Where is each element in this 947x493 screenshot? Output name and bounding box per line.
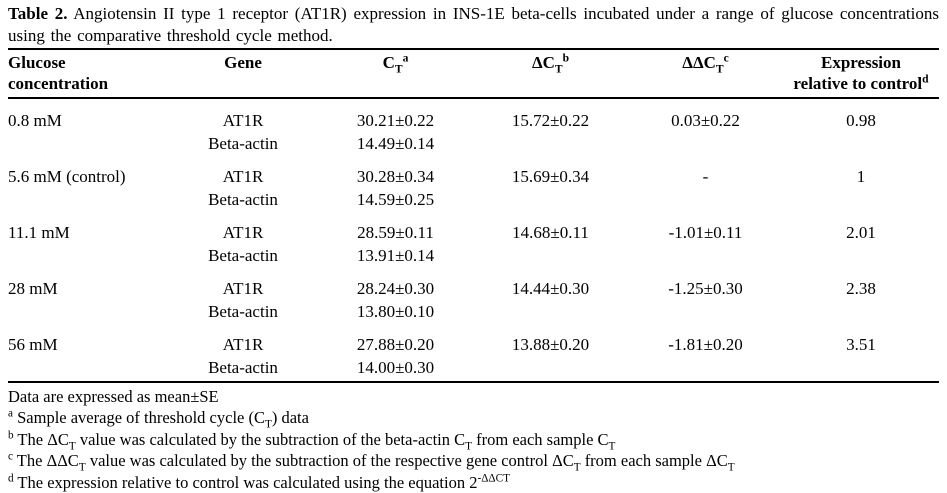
expression-cell: 0.98	[846, 111, 876, 130]
table-body: 0.8 mM AT1R 30.21±0.22 15.72±0.22 0.03±0…	[8, 98, 939, 382]
gene-cell: AT1R	[222, 111, 264, 130]
expression-cell	[783, 356, 939, 382]
table-row: 0.8 mM AT1R 30.21±0.22 15.72±0.22 0.03±0…	[8, 98, 939, 132]
delta-delta-ct-cell: -	[702, 167, 709, 186]
glucose-cell	[8, 132, 168, 155]
table-row: Beta-actin 13.91±0.14	[8, 244, 939, 267]
table-footnotes: Data are expressed as mean±SE a Sample a…	[8, 386, 939, 493]
delta-ct-cell	[473, 132, 628, 155]
footnote-c: c The ΔΔCT value was calculated by the s…	[8, 450, 735, 474]
gene-cell: Beta-actin	[208, 134, 278, 153]
glucose-cell: 56 mM	[8, 335, 58, 354]
expression-cell	[783, 300, 939, 323]
table-row: 5.6 mM (control) AT1R 30.28±0.34 15.69±0…	[8, 155, 939, 188]
delta-ct-cell	[473, 244, 628, 267]
table-row: Beta-actin 14.59±0.25	[8, 188, 939, 211]
expression-cell	[783, 244, 939, 267]
delta-delta-ct-cell: -1.81±0.20	[668, 335, 743, 354]
ct-cell: 30.21±0.22	[356, 111, 435, 130]
expression-cell: 1	[856, 167, 866, 186]
expression-cell	[783, 132, 939, 155]
gene-cell: AT1R	[222, 223, 264, 242]
table-caption: Table 2. Angiotensin II type 1 receptor …	[8, 3, 939, 46]
table-row: Beta-actin 14.49±0.14	[8, 132, 939, 155]
delta-ct-cell: 15.69±0.34	[511, 167, 590, 186]
delta-ct-cell	[473, 300, 628, 323]
ct-cell: 13.80±0.10	[356, 302, 435, 321]
glucose-cell	[8, 188, 168, 211]
gene-cell: Beta-actin	[208, 246, 278, 265]
delta-ct-cell: 14.68±0.11	[512, 223, 589, 242]
expression-cell	[783, 188, 939, 211]
table-row: 11.1 mM AT1R 28.59±0.11 14.68±0.11 -1.01…	[8, 211, 939, 244]
glucose-cell: 0.8 mM	[8, 111, 62, 130]
table-row: 28 mM AT1R 28.24±0.30 14.44±0.30 -1.25±0…	[8, 267, 939, 300]
delta-delta-ct-cell: 0.03±0.22	[671, 111, 740, 130]
glucose-cell	[8, 300, 168, 323]
footnote-a: a Sample average of threshold cycle (CT)…	[8, 407, 309, 431]
gene-cell: AT1R	[222, 335, 264, 354]
delta-ct-cell	[473, 188, 628, 211]
table-row: 56 mM AT1R 27.88±0.20 13.88±0.20 -1.81±0…	[8, 323, 939, 356]
glucose-cell	[8, 356, 168, 382]
column-header-gene: Gene	[168, 49, 318, 99]
expression-cell: 2.01	[846, 223, 876, 242]
column-header-delta-ct: ΔCTb	[473, 49, 628, 99]
footnote-mean-se: Data are expressed as mean±SE	[8, 387, 219, 406]
footnote-d: d The expression relative to control was…	[8, 472, 510, 492]
gene-cell: Beta-actin	[208, 302, 278, 321]
column-header-expression-line1: Expression	[821, 53, 901, 72]
column-header-expression: Expression relative to controld	[783, 49, 939, 99]
gene-cell: Beta-actin	[208, 190, 278, 209]
column-header-delta-delta-ct: ΔΔCTc	[628, 49, 783, 99]
delta-delta-ct-cell: -1.25±0.30	[668, 279, 743, 298]
header-row: Glucose concentration Gene CTa ΔCTb ΔΔCT…	[8, 49, 939, 99]
table-caption-text: Angiotensin II type 1 receptor (AT1R) ex…	[8, 4, 939, 45]
glucose-cell: 5.6 mM (control)	[8, 167, 126, 186]
ct-cell: 14.49±0.14	[356, 134, 435, 153]
delta-delta-ct-cell	[628, 356, 783, 382]
column-header-ct: CTa	[318, 49, 473, 99]
ct-cell: 14.59±0.25	[356, 190, 435, 209]
glucose-cell	[8, 244, 168, 267]
ct-cell: 14.00±0.30	[356, 358, 435, 377]
table-row: Beta-actin 13.80±0.10	[8, 300, 939, 323]
table-caption-label: Table 2.	[8, 4, 68, 23]
ct-cell: 13.91±0.14	[356, 246, 435, 265]
gene-cell: AT1R	[222, 167, 264, 186]
glucose-cell: 11.1 mM	[8, 223, 70, 242]
ct-cell: 27.88±0.20	[356, 335, 435, 354]
data-table: Glucose concentration Gene CTa ΔCTb ΔΔCT…	[8, 48, 939, 383]
column-header-expression-line2: relative to controld	[793, 72, 929, 93]
delta-delta-ct-cell	[628, 244, 783, 267]
expression-cell: 2.38	[846, 279, 876, 298]
delta-delta-ct-cell	[628, 188, 783, 211]
delta-ct-cell: 14.44±0.30	[511, 279, 590, 298]
ct-cell: 28.59±0.11	[357, 223, 434, 242]
gene-cell: AT1R	[222, 279, 264, 298]
delta-ct-cell: 13.88±0.20	[511, 335, 590, 354]
delta-delta-ct-cell	[628, 132, 783, 155]
delta-delta-ct-cell: -1.01±0.11	[668, 223, 743, 242]
table-header: Glucose concentration Gene CTa ΔCTb ΔΔCT…	[8, 49, 939, 99]
delta-delta-ct-cell	[628, 300, 783, 323]
glucose-cell: 28 mM	[8, 279, 58, 298]
delta-ct-cell	[473, 356, 628, 382]
expression-cell: 3.51	[846, 335, 876, 354]
delta-ct-cell: 15.72±0.22	[511, 111, 590, 130]
ct-cell: 28.24±0.30	[356, 279, 435, 298]
ct-cell: 30.28±0.34	[356, 167, 435, 186]
table-row: Beta-actin 14.00±0.30	[8, 356, 939, 382]
column-header-glucose-concentration: Glucose concentration	[8, 49, 168, 99]
gene-cell: Beta-actin	[208, 358, 278, 377]
footnote-b: b The ΔCT value was calculated by the su…	[8, 429, 616, 453]
